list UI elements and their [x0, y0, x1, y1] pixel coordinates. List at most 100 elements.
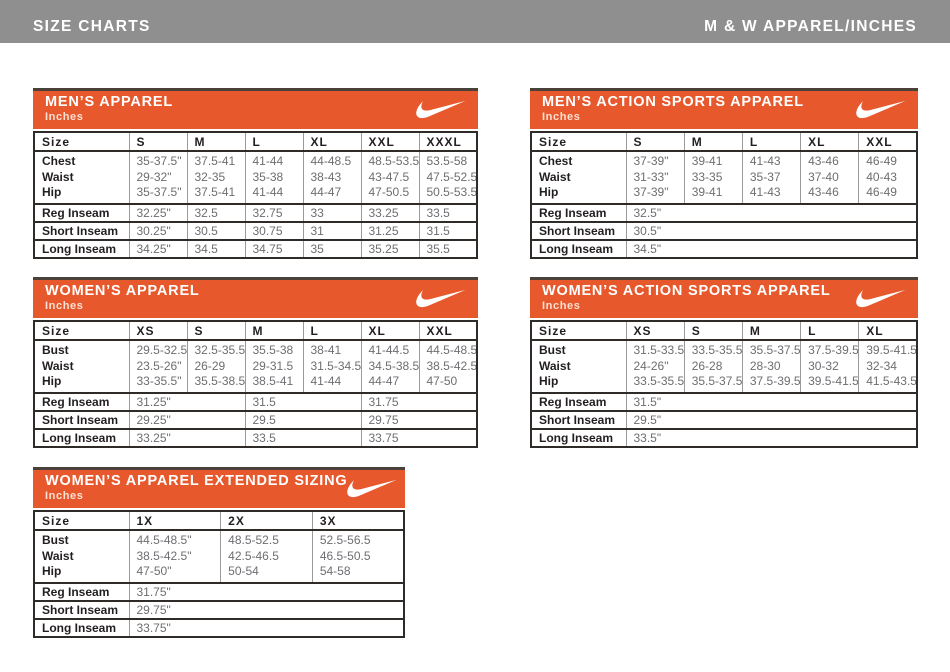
nike-swoosh-icon — [347, 479, 397, 497]
measurement-values: 46-49 40-43 46-49 — [858, 151, 917, 204]
inseam-value: 33.25 — [360, 203, 419, 222]
measurement-value: 29-31.5 — [252, 358, 294, 373]
size-col-header: S — [128, 132, 187, 151]
inseam-label: Reg Inseam — [42, 205, 110, 220]
inseam-value: 30.25" — [128, 221, 187, 240]
inseam-value: 29.5 — [244, 410, 361, 429]
measurement-values: 44.5-48.5 38.5-42.5 47-50 — [418, 340, 478, 393]
measurement-value: 46-49 — [866, 154, 897, 168]
inseam-value: 30.5" — [625, 221, 917, 240]
size-col-header: XL — [302, 132, 361, 151]
size-table: Size S M L XL XXL Chest Waist Hip 37-39" 31-33" 37-… — [530, 131, 918, 259]
size-header-row: Size XS S M L XL — [531, 321, 917, 340]
nike-swoosh-icon — [416, 289, 466, 307]
measurement-label: Hip — [42, 374, 62, 388]
inseam-label: Short Inseam — [539, 412, 616, 427]
measurement-value: 37.5-39.5 — [749, 374, 801, 388]
measurement-value: 33-35.5" — [136, 374, 182, 388]
measurement-value: 38.5-42.5" — [136, 548, 192, 563]
measurement-value: 44.5-48.5" — [136, 533, 192, 547]
measurement-label: Bust — [539, 343, 566, 357]
measurement-value: 31-33" — [633, 169, 669, 184]
measurement-value: 41-43 — [749, 185, 781, 199]
measurement-values: 33.5-35.5 26-28 35.5-37.5 — [683, 340, 743, 393]
measurement-value: 43-46 — [808, 154, 839, 168]
measurement-value: 33.5-35.5 — [691, 343, 743, 357]
measurement-value: 41.5-43.5 — [866, 374, 917, 388]
inseam-value: 31.5 — [244, 392, 361, 411]
table-subtitle: Inches — [45, 490, 84, 502]
size-table: Size XS S M L XL XXL Bust Waist Hip 29.5-32.5" 23.5… — [33, 320, 478, 448]
size-col-header: 3X — [311, 511, 404, 530]
table-title-bar: MEN’S ACTION SPORTS APPAREL Inches — [530, 88, 918, 129]
measurement-value: 39.5-41.5 — [808, 374, 859, 388]
measurement-value: 38.5-42.5 — [426, 358, 478, 373]
measurements-row: Chest Waist Hip 35-37.5" 29-32" 35-37.5" 37.5-… — [34, 151, 477, 204]
inseam-label: Reg Inseam — [539, 394, 607, 409]
size-col-header: M — [186, 132, 245, 151]
size-col-header: XXL — [858, 132, 917, 151]
measurement-values: 32.5-35.5 26-29 35.5-38.5 — [186, 340, 246, 393]
measurement-value: 41-43 — [749, 154, 781, 168]
inseam-value: 35.25 — [360, 239, 419, 258]
measurement-value: 37.5-41 — [194, 185, 236, 199]
inseam-value: 32.5 — [186, 203, 245, 222]
inseam-row: Short Inseam 29.5" — [531, 410, 917, 429]
inseam-value: 35 — [302, 239, 361, 258]
measurement-value: 41-44.5 — [368, 343, 410, 357]
size-col-header: M — [244, 321, 303, 340]
size-chart-mens-action-sports: MEN’S ACTION SPORTS APPAREL Inches Size S M L… — [530, 88, 918, 259]
size-col-header: XXL — [418, 321, 477, 340]
inseam-value: 29.75 — [360, 410, 477, 429]
measurement-value: 32.5-35.5 — [194, 343, 246, 357]
measurement-label: Hip — [539, 374, 559, 388]
measurement-value: 31.5-34.5 — [310, 358, 362, 373]
size-table: Size S M L XL XXL XXXL Chest Waist Hip 35-37.5" 29-… — [33, 131, 478, 259]
measurement-value: 28-30 — [749, 358, 781, 373]
inseam-label: Reg Inseam — [539, 205, 607, 220]
measurement-value: 35-37.5" — [136, 154, 182, 168]
measurement-value: 44-47 — [310, 185, 342, 199]
measurement-values: 43-46 37-40 43-46 — [800, 151, 859, 204]
inseam-label: Long Inseam — [539, 241, 614, 256]
inseam-value: 32.75 — [244, 203, 303, 222]
measurement-values: 29.5-32.5" 23.5-26" 33-35.5" — [128, 340, 188, 393]
measurement-value: 33-35 — [691, 169, 723, 184]
measurement-value: 30-32 — [808, 358, 839, 373]
measurement-value: 29.5-32.5" — [136, 343, 188, 357]
measurement-label: Hip — [42, 185, 62, 199]
measurement-label: Bust — [42, 343, 69, 357]
measurement-value: 53.5-58 — [426, 154, 468, 168]
nike-swoosh-icon — [856, 100, 906, 118]
measurement-value: 47.5-52.5 — [426, 169, 478, 184]
size-col-header: L — [244, 132, 303, 151]
measurement-value: 35-37.5" — [136, 185, 182, 199]
measurement-value: 37-40 — [808, 169, 839, 184]
measurement-value: 31.5-33.5" — [633, 343, 685, 357]
size-col-header: M — [683, 132, 743, 151]
measurement-value: 41-44 — [252, 154, 284, 168]
inseam-row: Short Inseam 30.25" 30.5 30.75 31 31.25 31.5 — [34, 221, 477, 240]
table-subtitle: Inches — [45, 300, 84, 312]
measurement-labels: Bust Waist Hip — [531, 340, 626, 393]
measurement-value: 26-28 — [691, 358, 723, 373]
measurement-values: 37.5-39.5 30-32 39.5-41.5 — [800, 340, 859, 393]
size-chart-mens-apparel: MEN’S APPAREL Inches Size S M L XL XXL XXXL Chest… — [33, 88, 478, 259]
inseam-label: Long Inseam — [539, 430, 614, 445]
nike-swoosh-icon — [416, 100, 466, 118]
measurement-label: Chest — [539, 154, 573, 168]
measurement-values: 38-41 31.5-34.5 41-44 — [302, 340, 362, 393]
inseam-value: 30.75 — [244, 221, 303, 240]
size-row-label: Size — [42, 323, 71, 338]
measurement-value: 39-41 — [691, 154, 723, 168]
size-row-label: Size — [42, 134, 71, 149]
table-title-bar: WOMEN’S ACTION SPORTS APPAREL Inches — [530, 277, 918, 318]
size-col-header: XXXL — [418, 132, 477, 151]
inseam-value: 30.5 — [186, 221, 245, 240]
measurement-value: 44-47 — [368, 374, 400, 388]
inseam-value: 31.5" — [625, 392, 917, 411]
size-chart-womens-extended-sizing: WOMEN’S APPAREL EXTENDED SIZING Inches Siz… — [33, 467, 405, 638]
measurements-row: Chest Waist Hip 37-39" 31-33" 37-39" 39-41 33-3… — [531, 151, 917, 204]
inseam-label: Reg Inseam — [42, 584, 110, 599]
inseam-label: Short Inseam — [42, 602, 119, 617]
